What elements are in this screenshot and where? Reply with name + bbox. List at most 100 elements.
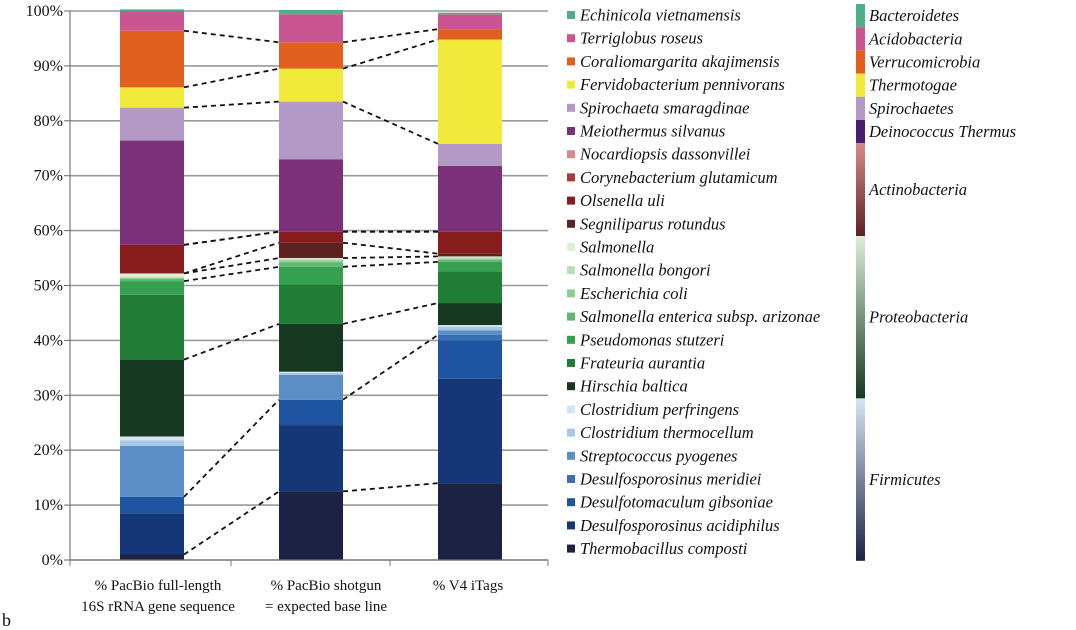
bar-segment: [120, 440, 184, 446]
phyla-legend: Bacteroidetes Acidobacteria Verrucomicrobi…: [856, 4, 1016, 561]
legend-item: Meiothermus silvanus: [567, 122, 725, 141]
phylum-swatch: [856, 398, 865, 561]
phylum-swatch: [856, 27, 865, 51]
x-axis: % PacBio full-length 16S rRNA gene sequen…: [69, 559, 549, 615]
legend-item: Pseudomonas stutzeri: [567, 330, 725, 349]
legend-swatch: [567, 34, 575, 43]
legend-item: Segniliparus rotundus: [567, 214, 726, 233]
y-tick-label: 30%: [34, 387, 63, 404]
bar-segment: [438, 165, 502, 232]
phylum-label: Spirochaetes: [869, 99, 954, 118]
legend-swatch: [567, 266, 575, 275]
legend-swatch: [567, 405, 575, 414]
connector-line: [183, 29, 280, 44]
legend-label: Clostridium thermocellum: [580, 423, 754, 442]
bar-segment: [120, 30, 184, 88]
connector-line: [183, 230, 280, 246]
legend-swatch: [567, 196, 575, 205]
bar-segment: [120, 9, 184, 11]
legend-item: Echinicola vietnamensis: [567, 6, 741, 25]
bar-segment: [120, 554, 184, 560]
legend-swatch: [567, 243, 575, 251]
legend-label: Escherichia coli: [579, 284, 688, 303]
x-tick-label: = expected base line: [265, 599, 387, 615]
connector-line: [342, 260, 439, 268]
phylum-label: Acidobacteria: [868, 29, 962, 48]
bar-segment: [438, 271, 502, 304]
legend-item: Salmonella bongori: [567, 261, 711, 280]
legend-label: Thermobacillus composti: [580, 539, 748, 558]
legend-item: Spirochaeta smaragdinae: [567, 98, 749, 117]
bar-segment: [438, 29, 502, 40]
connector-lines: [183, 28, 439, 556]
phylum-label: Thermotogae: [869, 76, 957, 95]
connector-line: [183, 323, 280, 361]
y-tick-label: 90%: [34, 58, 63, 75]
phylum-label: Proteobacteria: [868, 308, 968, 327]
legend-swatch: [567, 475, 575, 483]
bar-segment: [120, 11, 184, 31]
legend-swatch: [567, 428, 575, 437]
connector-line: [183, 100, 280, 109]
bar-segment: [279, 284, 343, 324]
legend-item: Terriglobus roseus: [567, 29, 703, 48]
legend-label: Coraliomargarita akajimensis: [580, 52, 780, 71]
phylum-label: Firmicutes: [868, 470, 941, 489]
bar-segment: [120, 277, 184, 279]
phylum-swatch: [856, 120, 865, 144]
legend-label: Segniliparus rotundus: [580, 214, 726, 233]
bar-segment: [279, 266, 343, 285]
bar-segment: [279, 323, 343, 372]
bar-segment: [279, 231, 343, 243]
bar-segment: [120, 294, 184, 360]
bar-segment: [279, 159, 343, 232]
bar-segment: [438, 257, 502, 259]
legend-label: Salmonella bongori: [580, 261, 711, 280]
bar-segment: [279, 260, 343, 263]
bars: [120, 9, 502, 560]
legend-item: Fervidobacterium pennivorans: [567, 75, 785, 94]
legend-item: Thermobacillus composti: [567, 539, 748, 558]
legend-label: Echinicola vietnamensis: [579, 6, 741, 25]
bar-segment: [438, 14, 502, 30]
connector-line: [342, 241, 439, 255]
legend-item: Desulfosporosinus acidiphilus: [567, 516, 780, 535]
legend-swatch: [567, 127, 575, 135]
legend-label: Fervidobacterium pennivorans: [579, 75, 785, 94]
bar-segment: [438, 334, 502, 341]
bar-segment: [438, 483, 502, 560]
bar-segment: [120, 244, 184, 274]
connector-line: [342, 482, 439, 493]
legend-label: Clostridium perfringens: [580, 400, 739, 419]
legend-swatch: [567, 219, 575, 228]
bar-segment: [438, 39, 502, 144]
bar-segment: [120, 273, 184, 277]
phylum-label: Deinococcus Thermus: [868, 122, 1016, 141]
legend-item: Clostridium thermocellum: [567, 423, 754, 442]
bar-segment: [120, 436, 184, 441]
legend-label: Streptococcus pyogenes: [580, 446, 737, 465]
bar-segment: [279, 42, 343, 69]
y-tick-label: 0%: [42, 552, 63, 569]
x-tick-label: % PacBio full-length: [95, 578, 222, 594]
legend-item: Salmonella enterica subsp. arizonae: [567, 307, 820, 326]
bar-segment: [438, 231, 502, 254]
connector-line: [342, 28, 439, 44]
legend-label: Desulfosporosinus meridiei: [579, 470, 762, 489]
bar-segment: [438, 378, 502, 484]
y-tick-label: 10%: [34, 497, 63, 514]
legend-label: Desulfosporosinus acidiphilus: [579, 516, 780, 535]
legend-swatch: [567, 451, 575, 460]
legend-item: Desulfosporosinus meridiei: [567, 470, 762, 489]
bar-segment: [279, 425, 343, 492]
legend-label: Corynebacterium glutamicum: [580, 168, 778, 187]
legend-swatch: [567, 312, 575, 321]
phylum-swatch: [856, 236, 865, 399]
legend-swatch: [567, 544, 575, 553]
bar-segment: [120, 281, 184, 295]
legend-swatch: [567, 103, 575, 112]
legend-item: Olsenella uli: [567, 191, 665, 210]
phylum-label: Actinobacteria: [868, 180, 967, 199]
legend-label: Desulfotomaculum gibsoniae: [579, 493, 773, 512]
legend-item: Clostridium perfringens: [567, 400, 739, 419]
